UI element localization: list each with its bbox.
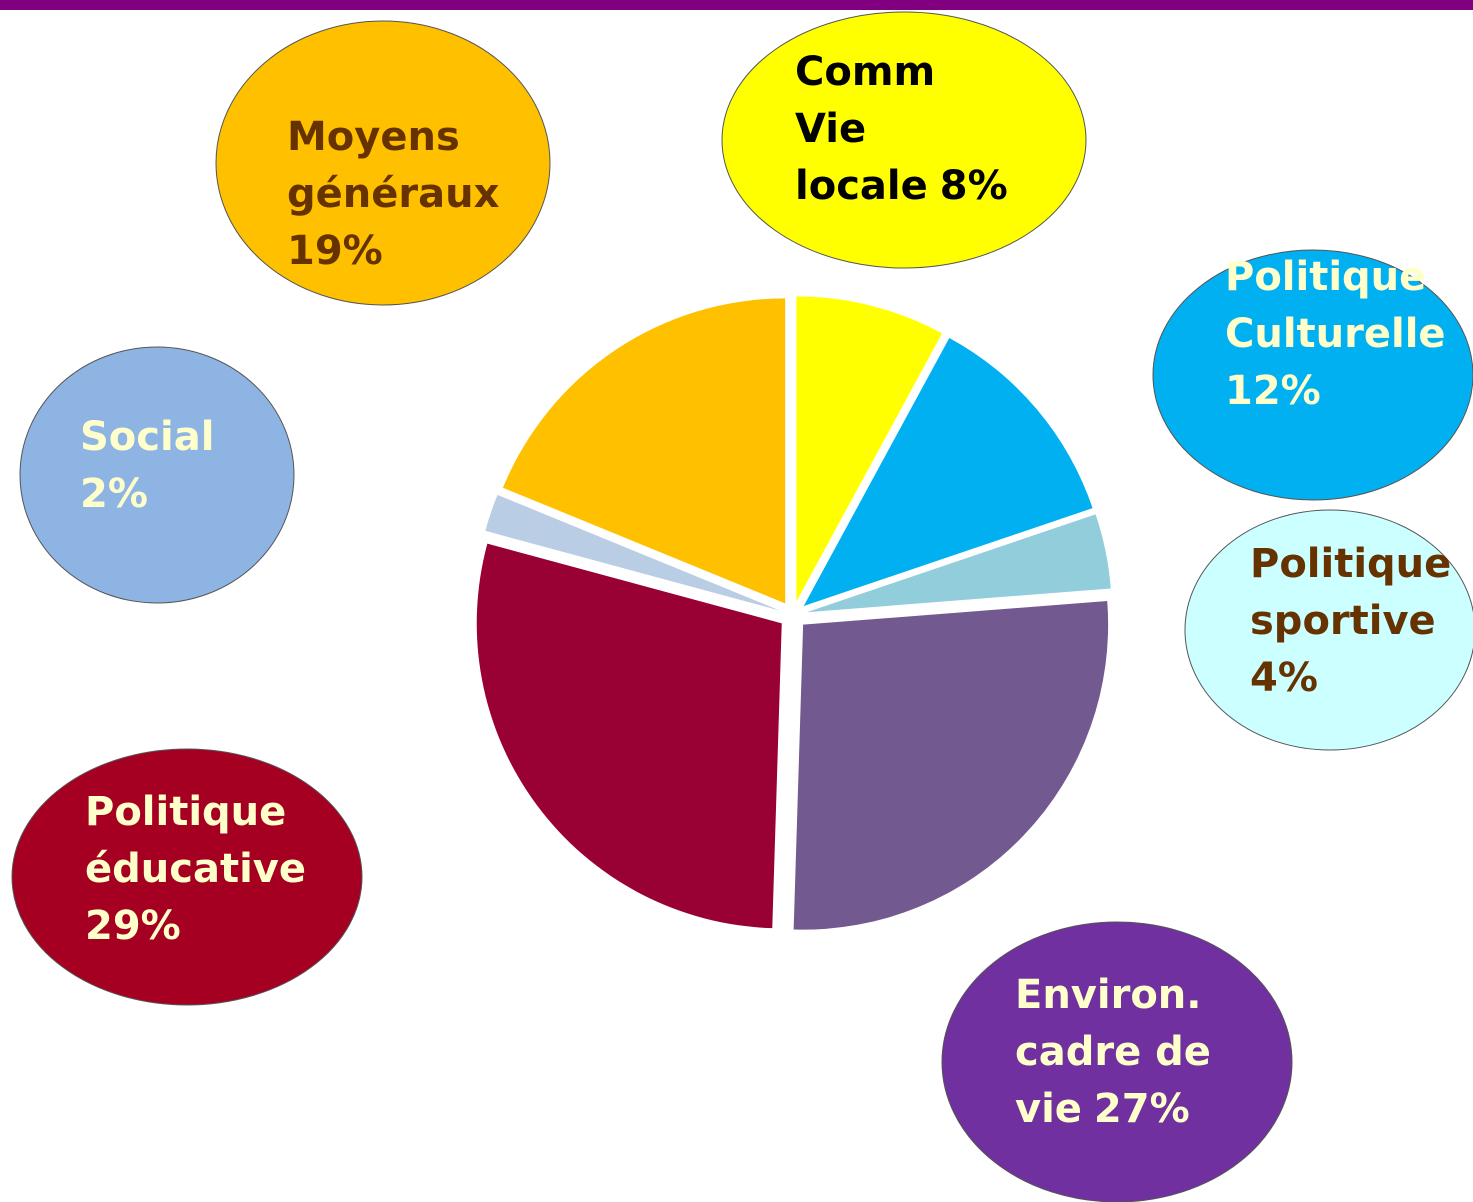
value-label: 12% (1225, 368, 1321, 414)
label-line: Vie (795, 106, 866, 152)
value-label: 19% (287, 228, 383, 274)
top-bar (0, 0, 1473, 10)
label-line: Politique (1225, 254, 1426, 300)
pie-slice (796, 296, 943, 602)
label-line: cadre de (1015, 1029, 1211, 1075)
pie-slice (793, 600, 1109, 930)
pie-slice (806, 514, 1111, 613)
category-label: Politique Culturelle (1225, 254, 1446, 357)
label-bubble (19, 346, 295, 604)
category-label: Environ. cadre de vie (1015, 972, 1211, 1132)
label-line: Politique (85, 789, 286, 835)
label-line: éducative (85, 846, 306, 892)
category-label: Politique éducative (85, 789, 306, 892)
label-line: vie (1015, 1086, 1082, 1132)
category-label: Comm Vie locale (795, 49, 935, 209)
label-bubble (941, 921, 1293, 1202)
value-label: 4% (1250, 655, 1318, 701)
label-bubble (721, 11, 1087, 269)
pie-slice (502, 298, 786, 604)
category-label: Moyens généraux (287, 114, 500, 217)
label-line: généraux (287, 171, 500, 217)
value-label: 27% (1094, 1086, 1190, 1132)
category-label: Social (80, 414, 214, 460)
label-line: Environ. (1015, 972, 1201, 1018)
label-bubble (1152, 249, 1473, 501)
label-line: Moyens (287, 114, 460, 160)
label-bubble (215, 20, 551, 306)
label-bubble (11, 748, 363, 1006)
pie-slice (485, 494, 780, 611)
value-label: 29% (85, 903, 181, 949)
pie-slice (476, 543, 782, 929)
label-line: Social (80, 414, 214, 460)
value-label: 2% (80, 471, 148, 517)
label-line: sportive (1250, 598, 1436, 644)
label-line: Comm (795, 49, 935, 95)
label-bubble (1184, 509, 1473, 751)
pie-slice (803, 337, 1093, 606)
category-label: Politique sportive (1250, 541, 1451, 644)
value-label: 8% (940, 163, 1008, 209)
label-line: locale (795, 163, 928, 209)
label-line: Politique (1250, 541, 1451, 587)
label-line: Culturelle (1225, 311, 1446, 357)
